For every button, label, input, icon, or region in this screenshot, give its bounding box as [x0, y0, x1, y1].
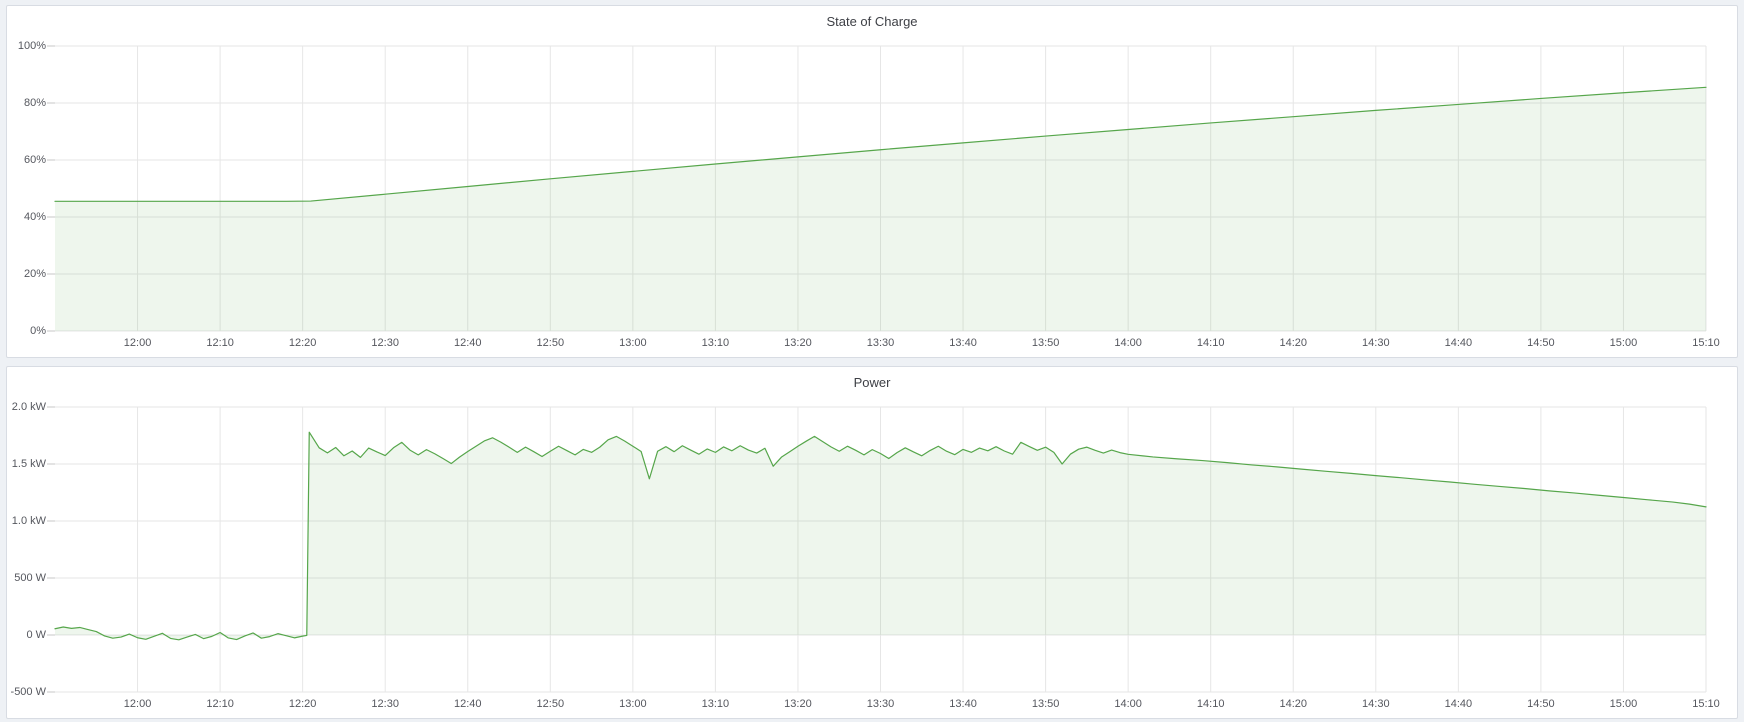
x-tick-label: 12:20: [288, 337, 317, 349]
power-chart-canvas: [47, 406, 1707, 693]
x-tick-label: 13:20: [784, 698, 812, 710]
y-tick-label: 100%: [17, 40, 46, 52]
x-tick-label: 12:00: [123, 337, 152, 349]
x-tick-label: 12:10: [206, 698, 234, 710]
panel-title-state-of-charge[interactable]: State of Charge: [826, 14, 918, 29]
x-tick-label: 13:40: [949, 698, 977, 710]
panel-power: Power 2.0 kW 1.5 kW 1.0 kW 500 W 0 W -500 W 12…: [6, 366, 1738, 719]
y-tick-label: 1.5 kW: [11, 458, 46, 470]
x-tick-label: 13:50: [1031, 698, 1060, 710]
x-tick-label: 13:50: [1031, 337, 1060, 349]
x-tick-label: 15:00: [1609, 698, 1638, 710]
x-tick-label: 12:10: [206, 337, 234, 349]
y-tick-label: 40%: [23, 211, 46, 223]
y-tick-label: 80%: [23, 97, 46, 109]
x-tick-label: 14:10: [1196, 698, 1225, 710]
x-tick-label: 13:30: [866, 698, 895, 710]
x-tick-label: 13:10: [701, 698, 730, 710]
x-tick-label: 12:30: [371, 698, 399, 710]
x-tick-label: 14:10: [1196, 337, 1225, 349]
x-tick-label: 15:10: [1692, 698, 1720, 710]
x-tick-label: 13:00: [619, 337, 647, 349]
x-tick-label: 15:10: [1692, 337, 1720, 349]
x-tick-label: 12:00: [123, 698, 152, 710]
x-tick-label: 12:40: [453, 337, 482, 349]
x-tick-label: 14:50: [1527, 337, 1555, 349]
y-tick-label: 2.0 kW: [11, 401, 46, 413]
x-tick-label: 14:20: [1279, 698, 1308, 710]
y-tick-label: 1.0 kW: [11, 515, 46, 527]
panel-state-of-charge: State of Charge 100% 80% 60% 40% 20% 0% 12:00 1…: [6, 5, 1738, 358]
x-tick-label: 14:40: [1444, 337, 1473, 349]
y-tick-label: 20%: [23, 268, 46, 280]
x-tick-label: 12:30: [371, 337, 399, 349]
x-tick-label: 15:00: [1609, 337, 1638, 349]
power-plot-area: 2.0 kW 1.5 kW 1.0 kW 500 W 0 W -500 W 12:00 12:…: [11, 401, 1720, 710]
y-tick-label: 0 W: [26, 629, 46, 641]
x-tick-label: 12:20: [288, 698, 317, 710]
x-tick-label: 13:00: [619, 698, 647, 710]
y-tick-label: 500 W: [14, 572, 46, 584]
x-tick-label: 12:40: [453, 698, 482, 710]
x-tick-label: 12:50: [536, 337, 565, 349]
x-tick-label: 14:30: [1362, 337, 1390, 349]
x-tick-label: 13:40: [949, 337, 977, 349]
x-tick-label: 13:30: [866, 337, 895, 349]
x-tick-label: 14:50: [1527, 698, 1555, 710]
x-tick-label: 14:00: [1114, 698, 1142, 710]
x-tick-label: 12:50: [536, 698, 565, 710]
x-tick-label: 14:40: [1444, 698, 1473, 710]
y-tick-label: -500 W: [10, 686, 46, 698]
x-tick-label: 14:30: [1362, 698, 1390, 710]
x-tick-label: 14:00: [1114, 337, 1142, 349]
y-tick-label: 0%: [30, 325, 46, 337]
x-tick-label: 14:20: [1279, 337, 1308, 349]
x-tick-label: 13:10: [701, 337, 730, 349]
x-tick-label: 13:20: [784, 337, 812, 349]
soc-chart-canvas: [47, 45, 1707, 332]
soc-plot-area: 100% 80% 60% 40% 20% 0% 12:00 12:10 12:20 12:30 12…: [18, 40, 1720, 349]
y-tick-label: 60%: [23, 154, 46, 166]
panel-title-power[interactable]: Power: [853, 375, 891, 390]
